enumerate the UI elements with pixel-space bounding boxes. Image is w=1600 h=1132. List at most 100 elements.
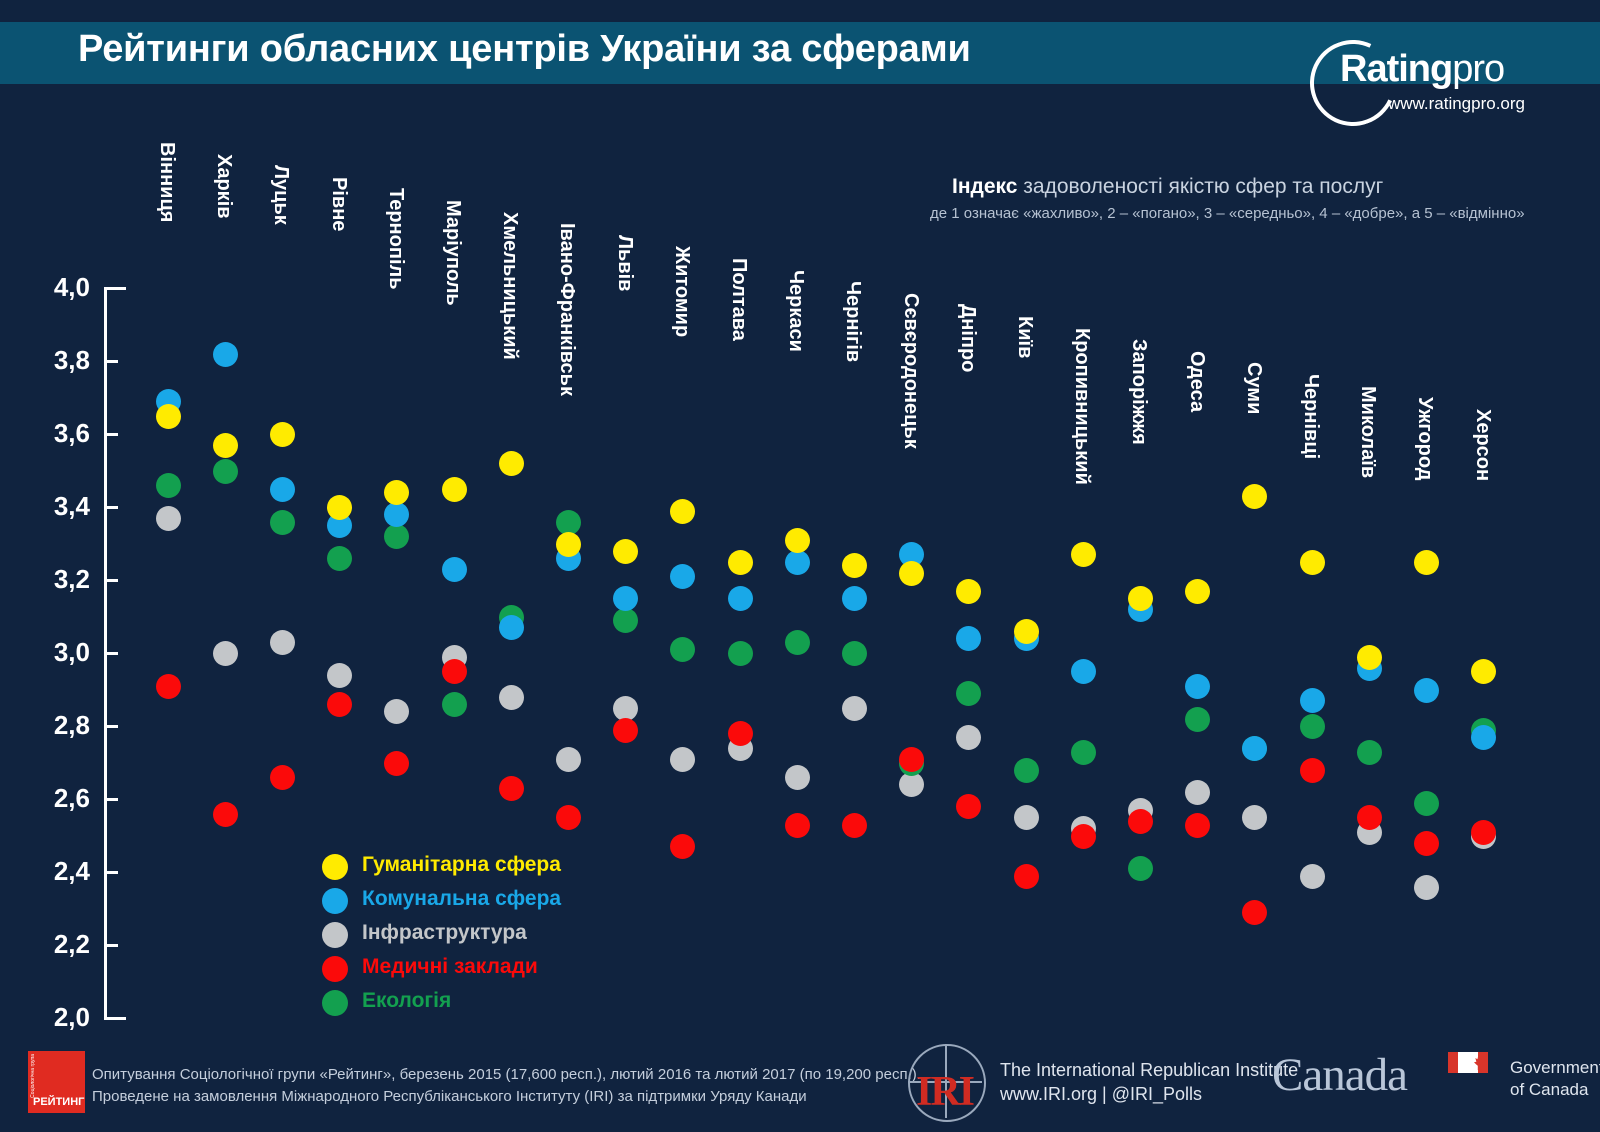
data-point	[555, 509, 581, 535]
y-axis-tick	[104, 725, 118, 728]
city-label: Івано-Франківськ	[556, 223, 579, 397]
data-point	[1127, 586, 1153, 612]
city-label: Маріуполь	[442, 200, 464, 306]
canada-wordmark: Canada	[1272, 1049, 1408, 1101]
data-point	[269, 476, 295, 502]
data-point	[841, 695, 867, 721]
data-point	[899, 746, 925, 772]
legend-label: Інфраструктура	[362, 921, 527, 944]
data-point	[1471, 724, 1497, 750]
index-caption-rest: задоволеності якістю сфер та послуг	[1017, 175, 1384, 198]
legend-swatch	[322, 854, 348, 880]
canadian-flag-icon	[1448, 1052, 1488, 1073]
data-point	[613, 717, 639, 743]
data-point	[1013, 619, 1039, 645]
data-point	[727, 586, 753, 612]
iri-logo: IRI The International Republican Institu…	[908, 1044, 1298, 1122]
data-point	[1070, 823, 1096, 849]
data-point	[727, 721, 753, 747]
y-axis-tick-label: 3,6	[53, 417, 90, 448]
data-point	[1242, 900, 1268, 926]
data-point	[327, 662, 353, 688]
y-axis-tick	[104, 579, 118, 582]
city-label: Харків	[213, 153, 236, 219]
data-point	[1185, 673, 1211, 699]
y-axis-tick	[104, 798, 118, 801]
y-axis-tick	[104, 1017, 118, 1020]
data-point	[841, 553, 867, 579]
city-label: Вінниця	[156, 142, 178, 223]
data-point	[441, 659, 467, 685]
legend-swatch	[322, 956, 348, 982]
data-point	[613, 695, 639, 721]
index-caption-strong: Індекс	[952, 175, 1018, 198]
data-point	[1356, 739, 1382, 765]
city-label: Рівне	[327, 176, 350, 232]
city-label: Сєвєродонецьк	[899, 292, 922, 449]
data-point	[155, 505, 181, 531]
index-scale-note: де 1 означає «жахливо», 2 – «погано», 3 …	[930, 205, 1525, 222]
data-point	[212, 432, 238, 458]
source-note-line1: Опитування Соціологічної групи «Рейтинг»…	[92, 1066, 921, 1083]
data-point	[1070, 659, 1096, 685]
data-point	[1413, 677, 1439, 703]
y-axis-tick-label: 3,2	[53, 563, 90, 594]
city-label: Тернопіль	[384, 188, 407, 290]
y-axis-tick	[104, 360, 118, 363]
page-title: Рейтинги обласних центрів України за сфе…	[78, 28, 971, 70]
data-point	[670, 564, 696, 590]
data-point	[155, 473, 181, 499]
data-point	[212, 341, 238, 367]
data-point	[670, 834, 696, 860]
data-point	[1070, 542, 1096, 568]
data-point	[784, 549, 810, 575]
canada-logo: Canada Government of Canada	[1272, 1048, 1600, 1114]
data-point	[327, 495, 353, 520]
data-point	[1185, 578, 1211, 604]
data-point	[784, 812, 810, 838]
data-point	[441, 557, 467, 583]
city-label: Львів	[613, 234, 636, 292]
legend-label: Комунальна сфера	[362, 887, 562, 910]
header-bar	[0, 22, 1600, 84]
data-point	[555, 531, 581, 557]
city-label: Ужгород	[1414, 397, 1437, 481]
data-point	[899, 772, 925, 798]
iri-wordmark: IRI	[916, 1069, 975, 1115]
data-point	[1013, 757, 1039, 783]
data-point	[1185, 779, 1211, 805]
data-point	[1185, 706, 1211, 732]
data-point	[498, 615, 524, 641]
canada-gov-line1: Government	[1510, 1058, 1600, 1077]
data-point	[1127, 808, 1153, 834]
data-point	[555, 746, 581, 772]
data-point	[155, 673, 181, 699]
data-point	[784, 630, 810, 656]
data-point	[613, 538, 639, 564]
data-point	[670, 746, 696, 772]
data-point	[956, 724, 982, 750]
logo-suffix: pro	[1452, 48, 1505, 90]
data-point	[498, 451, 524, 477]
data-point	[1413, 830, 1439, 856]
y-axis-tick	[104, 652, 118, 655]
data-point	[727, 641, 753, 666]
rating-logo-word: РЕЙТИНГ	[33, 1096, 85, 1108]
data-point	[498, 776, 524, 802]
city-label: Запоріжжя	[1128, 339, 1151, 445]
data-point	[670, 498, 696, 524]
data-point	[784, 527, 810, 553]
data-point	[1356, 644, 1382, 670]
data-point	[727, 549, 753, 575]
data-point	[327, 692, 353, 718]
data-point	[384, 750, 410, 776]
data-point	[269, 422, 295, 447]
city-label: Чернівці	[1300, 374, 1322, 460]
legend-swatch	[322, 922, 348, 948]
city-label: Полтава	[728, 258, 750, 341]
data-point	[1356, 805, 1382, 831]
maple-leaf-icon	[1474, 1055, 1483, 1070]
y-axis-tick-label: 3,0	[53, 636, 90, 667]
y-axis-tick-label: 2,8	[53, 709, 90, 740]
